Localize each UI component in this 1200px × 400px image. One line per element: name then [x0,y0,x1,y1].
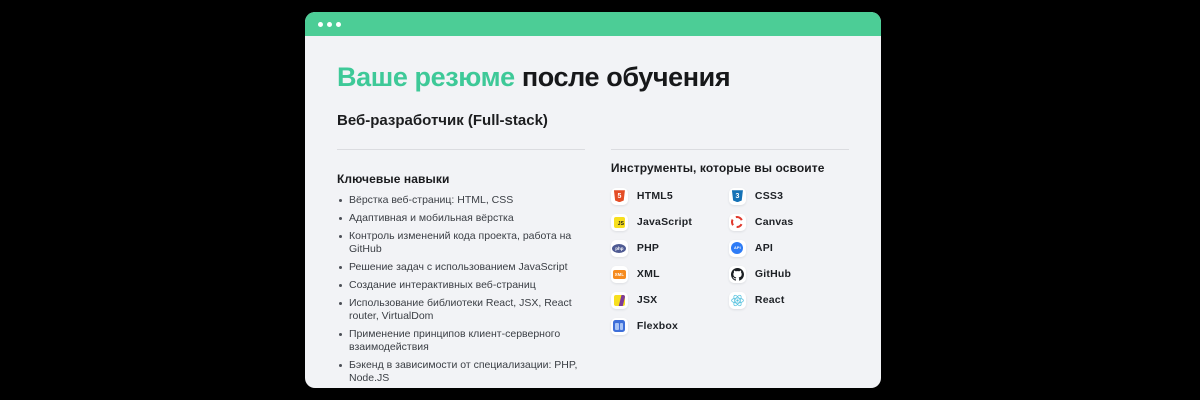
tool-item-html5: 5 HTML5 [610,187,729,205]
skill-item: Бэкенд в зависимости от специализации: P… [337,359,585,385]
window-dot [336,21,341,27]
api-icon: API [728,239,746,257]
tool-item-javascript: JS JavaScript [610,213,729,231]
css3-icon: 3 [728,187,746,205]
skill-item: Вёрстка веб-страниц: HTML, CSS [337,194,585,207]
skill-item: Решение задач с использованием JavaScrip… [337,261,585,274]
tools-grid-column-2: 3 CSS3 Canvas API API [728,187,794,344]
skills-column: Ключевые навыки Вёрстка веб-страниц: HTM… [337,148,585,388]
tool-label: API [754,242,774,255]
tools-column: Инструменты, которые вы освоите 5 HTML5 … [610,148,849,388]
skill-item: Использование библиотеки React, JSX, Rea… [337,297,585,323]
skills-heading: Ключевые навыки [337,171,450,186]
window-dot [318,21,323,27]
html5-icon: 5 [610,187,628,205]
tool-label: XML [636,268,660,281]
tools-grid-column-1: 5 HTML5 JS JavaScript php PHP XML [610,187,729,344]
tool-item-api: API API [728,239,794,257]
resume-subtitle: Веб-разработчик (Full-stack) [337,111,548,129]
tool-label: HTML5 [636,190,673,203]
tools-divider [610,148,849,150]
tool-label: Canvas [754,216,794,229]
tool-label: React [754,294,785,307]
skill-item: Адаптивная и мобильная вёрстка [337,212,585,225]
tool-label: PHP [636,242,660,255]
tools-grid: 5 HTML5 JS JavaScript php PHP XML [610,187,849,344]
tool-item-github: GitHub [728,265,794,283]
skill-item: Контроль изменений кода проекта, работа … [337,230,585,256]
browser-window-mockup: Ваше резюме после обучения Веб-разработч… [305,12,881,388]
window-dot [327,21,332,27]
tool-label: GitHub [754,268,792,281]
github-icon [728,265,746,283]
tools-heading: Инструменты, которые вы освоите [610,160,825,175]
flexbox-icon [610,317,628,335]
tool-item-canvas: Canvas [728,213,794,231]
skills-divider [337,148,585,150]
tool-item-flexbox: Flexbox [610,317,729,335]
page-title-highlight: Ваше резюме [337,62,515,92]
tool-label: JavaScript [636,216,693,229]
skills-list: Вёрстка веб-страниц: HTML, CSS Адаптивна… [337,194,585,388]
page-title-rest: после обучения [521,62,731,92]
skill-item: Создание интерактивных веб-страниц [337,279,585,292]
tool-item-php: php PHP [610,239,729,257]
tool-item-react: React [728,291,794,309]
page-title: Ваше резюме после обучения [337,62,849,93]
tool-label: JSX [636,294,658,307]
skill-item: Применение принципов клиент-серверного в… [337,328,585,354]
javascript-icon: JS [610,213,628,231]
php-icon: php [610,239,628,257]
tool-label: CSS3 [754,190,784,203]
window-content: Ваше резюме после обучения Веб-разработч… [305,62,881,388]
canvas-icon [728,213,746,231]
tool-item-css3: 3 CSS3 [728,187,794,205]
window-titlebar [305,12,881,36]
tool-label: Flexbox [636,320,678,333]
tool-item-jsx: JSX [610,291,729,309]
columns: Ключевые навыки Вёрстка веб-страниц: HTM… [337,148,849,388]
jsx-icon [610,291,628,309]
react-icon [728,291,746,309]
tool-item-xml: XML XML [610,265,729,283]
xml-icon: XML [610,265,628,283]
